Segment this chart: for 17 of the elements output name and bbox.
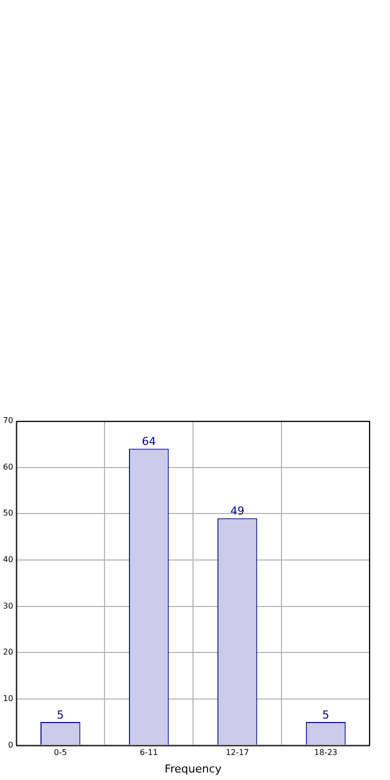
x-tick-label: 12-17 bbox=[226, 748, 249, 758]
data-label: 64 bbox=[142, 435, 156, 448]
y-tick-label: 30 bbox=[2, 601, 14, 610]
y-tick-label: 10 bbox=[2, 694, 14, 703]
y-tick-label: 50 bbox=[2, 508, 14, 518]
y-tick-label: 0 bbox=[8, 740, 14, 750]
data-label: 5 bbox=[56, 708, 64, 722]
x-axis-title: Frequency bbox=[164, 762, 222, 776]
y-tick-label: 40 bbox=[2, 555, 14, 564]
y-tick-label: 20 bbox=[2, 648, 14, 657]
x-tick-label: 0-5 bbox=[54, 748, 67, 758]
y-tick-label: 60 bbox=[2, 462, 14, 472]
x-tick-label: 18-23 bbox=[314, 748, 338, 758]
data-label: 49 bbox=[230, 504, 244, 518]
x-tick-label: 6-11 bbox=[140, 748, 158, 758]
y-tick-label: 70 bbox=[2, 416, 14, 426]
data-label: 5 bbox=[322, 708, 330, 722]
